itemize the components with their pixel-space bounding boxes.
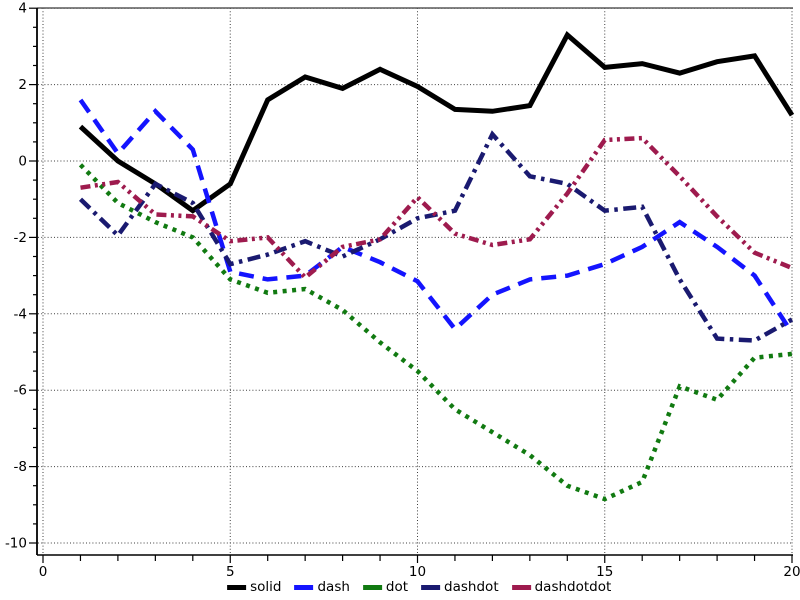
legend-item-solid: solid bbox=[227, 579, 282, 595]
y-tick-label: -2 bbox=[14, 230, 27, 246]
y-tick-label: -6 bbox=[14, 383, 27, 399]
series-line-dot bbox=[78, 163, 793, 502]
y-tick-label: 0 bbox=[18, 154, 27, 170]
legend-swatch-dashdotdot bbox=[511, 585, 531, 591]
legend-label-dashdotdot: dashdotdot bbox=[534, 579, 612, 595]
legend-label-solid: solid bbox=[250, 579, 282, 595]
series-line-dashdotdot bbox=[80, 135, 793, 281]
legend-swatch-dot bbox=[362, 585, 382, 591]
y-tick-label: -4 bbox=[14, 306, 27, 322]
legend-item-dot: dot bbox=[362, 579, 409, 595]
legend-item-dashdot: dashdot bbox=[421, 579, 499, 595]
y-tick-label: 4 bbox=[18, 1, 27, 17]
legend-label-dot: dot bbox=[385, 579, 409, 595]
x-tick-label: 0 bbox=[39, 564, 48, 580]
y-tick-label: -8 bbox=[14, 459, 27, 475]
series-line-dashdot bbox=[78, 130, 794, 343]
legend: solid dash dot dashdot dashdotdot bbox=[227, 579, 612, 595]
legend-swatch-solid bbox=[227, 585, 247, 591]
series-line-solid bbox=[78, 30, 795, 214]
legend-label-dash: dash bbox=[317, 579, 350, 595]
y-tick-label: -10 bbox=[5, 536, 27, 552]
legend-label-dashdot: dashdot bbox=[444, 579, 499, 595]
x-tick-label: 20 bbox=[783, 564, 800, 580]
series-line-dash bbox=[78, 98, 794, 335]
x-tick-label: 15 bbox=[596, 564, 613, 580]
legend-item-dashdotdot: dashdotdot bbox=[511, 579, 612, 595]
x-tick-label: 10 bbox=[409, 564, 426, 580]
y-tick-label: 2 bbox=[18, 77, 27, 93]
legend-swatch-dashdot bbox=[421, 585, 441, 591]
legend-item-dash: dash bbox=[294, 579, 350, 595]
x-tick-label: 5 bbox=[226, 564, 235, 580]
legend-swatch-dash bbox=[294, 585, 314, 591]
